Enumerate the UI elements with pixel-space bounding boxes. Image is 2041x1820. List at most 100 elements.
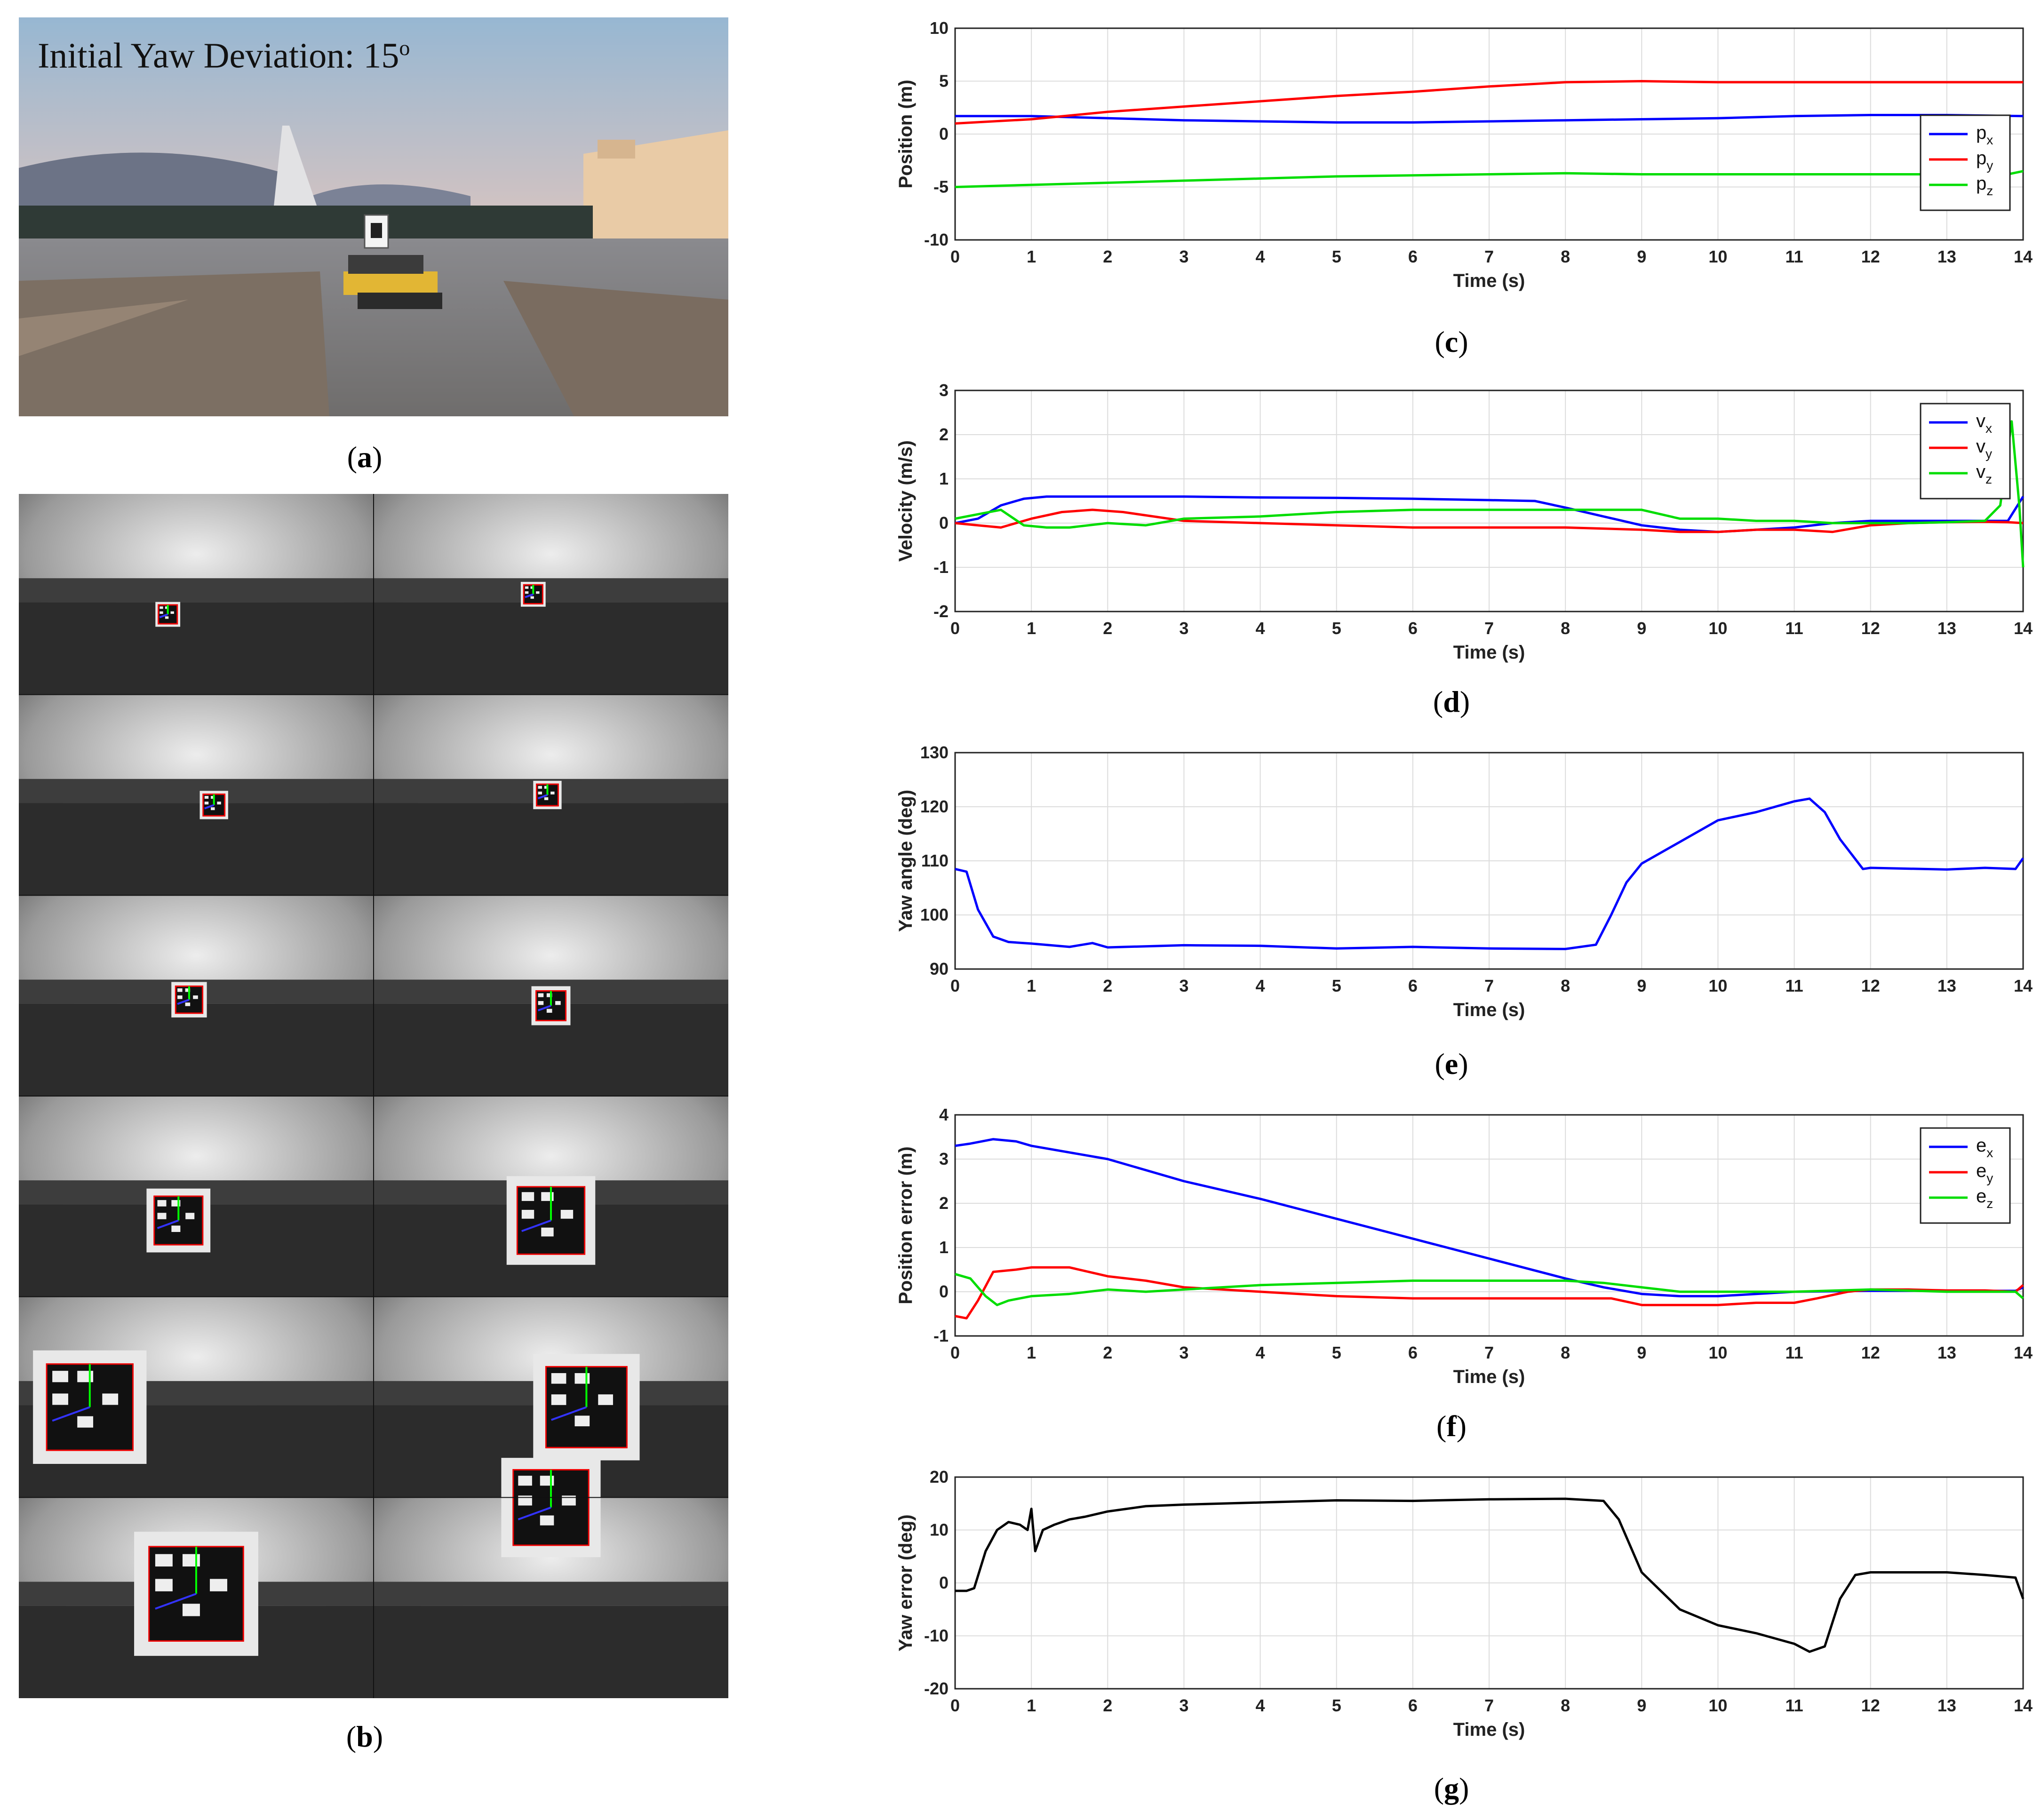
x-tick-label: 4 <box>1256 1343 1265 1362</box>
y-tick-label: -2 <box>933 602 949 621</box>
x-tick-label: 1 <box>1027 1343 1036 1362</box>
x-tick-label: 10 <box>1708 619 1727 638</box>
camera-frame <box>374 1458 728 1698</box>
y-tick-label: 0 <box>939 513 949 532</box>
x-tick-label: 0 <box>950 1343 960 1362</box>
x-axis-label: Time (s) <box>1453 1000 1525 1020</box>
x-tick-label: 12 <box>1861 247 1880 266</box>
camera-frame <box>19 1096 374 1297</box>
x-tick-label: 3 <box>1179 1343 1188 1362</box>
y-tick-label: 1 <box>939 1238 949 1257</box>
x-tick-label: 6 <box>1408 1343 1418 1362</box>
x-tick-label: 1 <box>1027 619 1036 638</box>
legend-entry: ey <box>1976 1160 1993 1185</box>
x-tick-label: 0 <box>950 976 960 995</box>
y-tick-label: 110 <box>921 851 949 870</box>
y-tick-label: -10 <box>924 1626 949 1645</box>
x-tick-label: 11 <box>1786 247 1803 266</box>
x-tick-label: 13 <box>1937 976 1956 995</box>
x-tick-label: 10 <box>1708 976 1727 995</box>
panel-a-overlay-title: Initial Yaw Deviation: 15o <box>38 36 410 76</box>
x-tick-label: 6 <box>1408 1696 1418 1715</box>
x-tick-label: 13 <box>1937 247 1956 266</box>
x-tick-label: 3 <box>1179 247 1188 266</box>
x-tick-label: 2 <box>1103 976 1112 995</box>
x-tick-label: 0 <box>950 247 960 266</box>
x-axis-label: Time (s) <box>1453 1719 1525 1740</box>
x-tick-label: 5 <box>1332 1343 1341 1362</box>
x-tick-label: 0 <box>950 619 960 638</box>
x-tick-label: 6 <box>1408 976 1418 995</box>
x-tick-label: 12 <box>1861 1696 1880 1715</box>
series-line <box>955 420 2025 568</box>
y-tick-label: 0 <box>939 1282 949 1301</box>
x-tick-label: 2 <box>1103 247 1112 266</box>
x-tick-label: 4 <box>1256 619 1265 638</box>
x-tick-label: 6 <box>1408 247 1418 266</box>
x-tick-label: 4 <box>1256 1696 1265 1715</box>
camera-frame-grid <box>19 494 728 1698</box>
x-tick-label: 14 <box>2014 619 2033 638</box>
photo-panel-b <box>19 494 728 1698</box>
camera-frame <box>19 1497 374 1698</box>
series-line <box>955 495 2025 533</box>
y-tick-label: 5 <box>939 72 949 91</box>
x-tick-label: 11 <box>1786 976 1803 995</box>
caption-e: (e) <box>1435 1047 1468 1081</box>
x-tick-label: 11 <box>1786 1696 1803 1715</box>
y-tick-label: 130 <box>920 743 949 762</box>
series-line <box>955 1272 2024 1306</box>
x-tick-label: 7 <box>1484 1696 1494 1715</box>
y-tick-label: -1 <box>933 557 949 577</box>
camera-frame <box>374 1096 728 1297</box>
series-line <box>955 80 2023 125</box>
x-axis-label: Time (s) <box>1453 642 1525 663</box>
caption-c: (c) <box>1435 325 1468 358</box>
y-tick-label: 1 <box>939 469 949 488</box>
x-tick-label: 14 <box>2014 976 2033 995</box>
x-tick-label: 7 <box>1484 619 1494 638</box>
x-tick-label: 10 <box>1708 1343 1727 1362</box>
y-tick-label: 2 <box>939 1193 949 1213</box>
x-tick-label: 12 <box>1861 619 1880 638</box>
x-tick-label: 9 <box>1637 247 1646 266</box>
caption-b: (b) <box>346 1720 383 1753</box>
camera-frame <box>374 895 728 1097</box>
x-tick-label: 8 <box>1561 619 1570 638</box>
x-tick-label: 1 <box>1027 976 1036 995</box>
x-tick-label: 2 <box>1103 1696 1112 1715</box>
x-tick-label: 8 <box>1561 976 1570 995</box>
x-tick-label: 9 <box>1637 619 1646 638</box>
y-tick-label: 10 <box>930 1520 949 1540</box>
camera-frame <box>19 494 374 695</box>
y-tick-label: 100 <box>920 905 949 924</box>
y-axis-label: Position error (m) <box>895 1146 916 1304</box>
x-tick-label: 14 <box>2014 1343 2033 1362</box>
series-line <box>955 797 2025 950</box>
y-tick-label: -10 <box>924 230 949 249</box>
x-tick-label: 4 <box>1256 247 1265 266</box>
x-tick-label: 2 <box>1103 619 1112 638</box>
x-tick-label: 3 <box>1179 1696 1188 1715</box>
x-tick-label: 7 <box>1484 1343 1494 1362</box>
series-line <box>955 170 2024 188</box>
x-tick-label: 0 <box>950 1696 960 1715</box>
x-axis-label: Time (s) <box>1453 270 1525 291</box>
y-tick-label: 20 <box>930 1468 949 1486</box>
x-tick-label: 1 <box>1027 247 1036 266</box>
x-tick-label: 13 <box>1937 1343 1956 1362</box>
camera-frame <box>19 694 374 896</box>
x-tick-label: 8 <box>1561 1343 1570 1362</box>
y-tick-label: -1 <box>933 1326 949 1345</box>
y-tick-label: -5 <box>933 177 949 197</box>
caption-f: (f) <box>1436 1409 1467 1443</box>
x-tick-label: 12 <box>1861 1343 1880 1362</box>
y-tick-label: 120 <box>920 797 949 816</box>
x-tick-label: 9 <box>1637 1343 1646 1362</box>
camera-frame <box>19 1296 374 1498</box>
y-tick-label: -20 <box>924 1679 949 1698</box>
x-tick-label: 10 <box>1708 1696 1727 1715</box>
